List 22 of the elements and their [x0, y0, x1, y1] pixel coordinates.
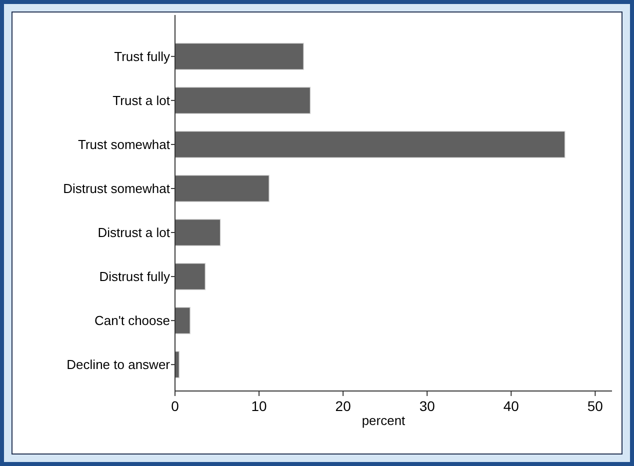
bar — [174, 174, 270, 202]
x-tick-label: 50 — [587, 398, 604, 414]
x-tick-label: 30 — [419, 398, 436, 414]
x-axis-title: percent — [362, 413, 406, 428]
y-tick-label: Distrust fully — [99, 269, 170, 284]
bar — [174, 86, 311, 114]
bar — [174, 306, 191, 334]
bar — [174, 130, 566, 158]
x-tick-label: 40 — [503, 398, 520, 414]
y-tick-label: Distrust a lot — [98, 225, 170, 240]
y-tick-label: Decline to answer — [66, 357, 171, 372]
x-tick-label: 10 — [251, 398, 268, 414]
y-tick-label: Can't choose — [94, 313, 170, 328]
bar — [174, 42, 304, 70]
x-tick-label: 0 — [171, 398, 180, 414]
bar — [174, 218, 221, 246]
bar — [174, 262, 206, 290]
y-tick-label: Trust a lot — [112, 92, 170, 108]
x-tick-label: 20 — [335, 398, 352, 414]
y-tick-label: Distrust somewhat — [63, 181, 170, 196]
y-tick-label: Trust somewhat — [78, 137, 170, 152]
y-tick-label: Trust fully — [114, 48, 170, 64]
